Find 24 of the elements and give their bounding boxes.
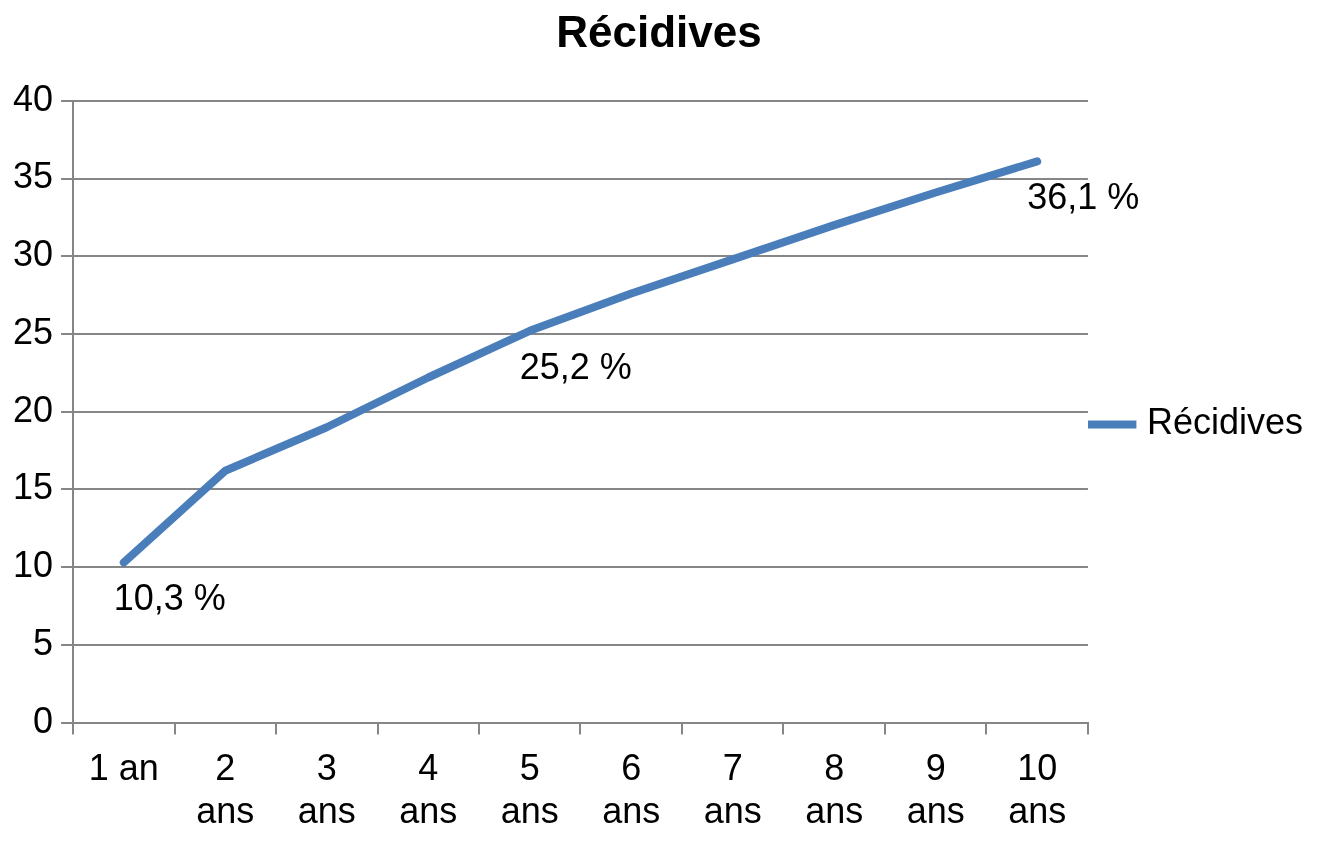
x-tick-label: 7 ans	[703, 747, 762, 832]
y-tick-label: 30	[13, 233, 54, 275]
x-tick-label: 10 ans	[1008, 747, 1067, 832]
data-label: 25,2 %	[519, 345, 632, 387]
x-tick-label: 8 ans	[805, 747, 864, 832]
y-tick-label: 20	[13, 388, 54, 430]
y-tick-label: 15	[13, 466, 54, 508]
x-tick-label: 1 an	[88, 747, 159, 789]
y-tick-label: 5	[33, 621, 54, 663]
legend-label: Récidives	[1146, 401, 1303, 443]
data-label: 10,3 %	[113, 577, 226, 619]
x-tick-label: 5 ans	[500, 747, 559, 832]
x-tick-label: 4 ans	[399, 747, 458, 832]
y-tick-label: 35	[13, 155, 54, 197]
chart-title: Récidives	[556, 6, 762, 56]
x-tick-label: 9 ans	[906, 747, 965, 832]
x-tick-label: 2 ans	[196, 747, 255, 832]
y-tick-label: 25	[13, 310, 54, 352]
y-tick-label: 40	[13, 77, 54, 119]
y-tick-label: 0	[33, 699, 54, 741]
x-tick-label: 6 ans	[602, 747, 661, 832]
y-tick-label: 10	[13, 544, 54, 586]
x-tick-label: 3 ans	[297, 747, 356, 832]
data-label: 36,1 %	[1027, 176, 1140, 218]
